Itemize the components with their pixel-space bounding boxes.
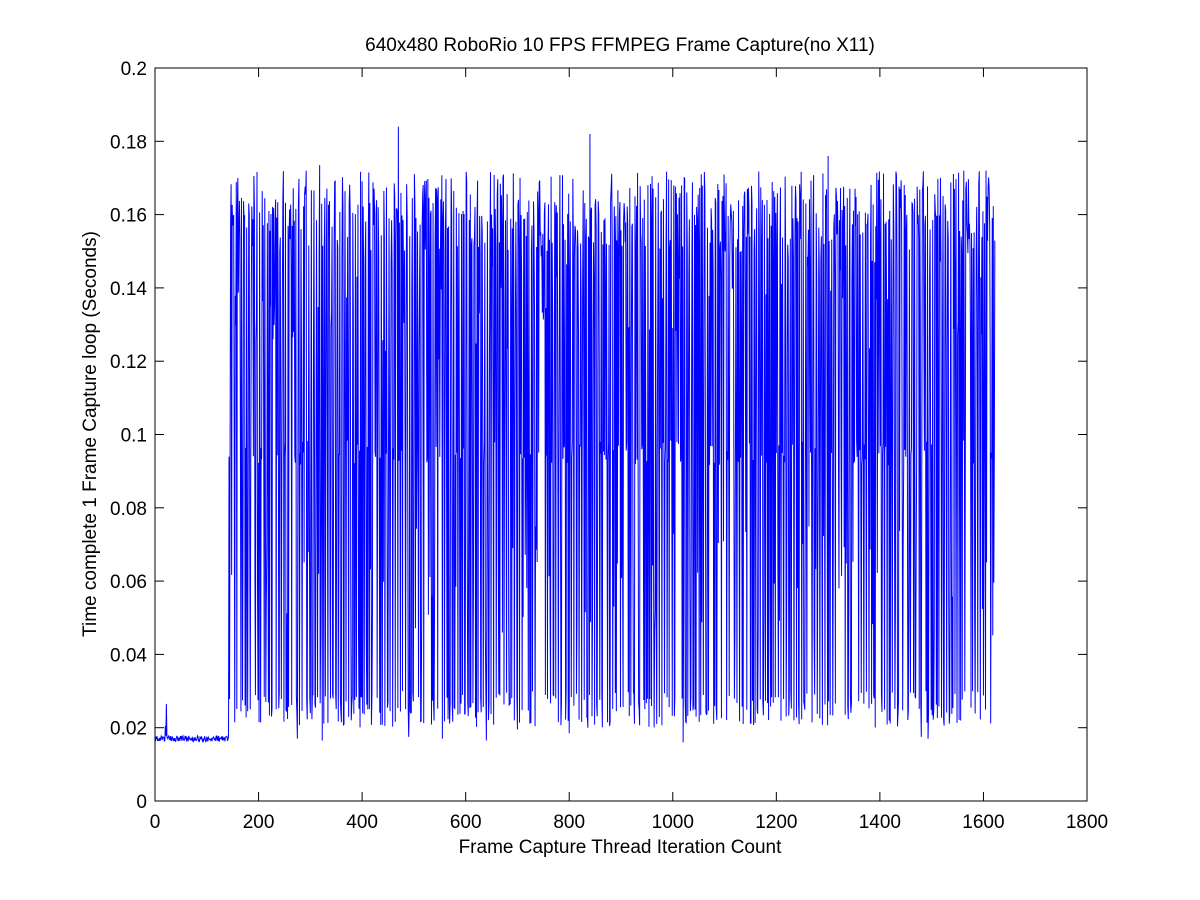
x-tick-label: 800 — [553, 812, 585, 833]
y-tick-label: 0.14 — [110, 279, 147, 300]
y-tick-label: 0.16 — [110, 206, 147, 227]
y-axis-label: Time complete 1 Frame Capture loop (Seco… — [80, 231, 101, 637]
x-tick-label: 1800 — [1066, 812, 1108, 833]
series-line — [155, 126, 996, 744]
x-tick-labels: 0 200 400 600 800 1000 1200 1400 1600 1800 — [150, 812, 1108, 833]
x-tick-label: 1000 — [652, 812, 694, 833]
y-tick-label: 0.18 — [110, 132, 147, 153]
x-tick-label: 1600 — [962, 812, 1004, 833]
y-tick-label: 0.02 — [110, 719, 147, 740]
x-axis-label: Frame Capture Thread Iteration Count — [459, 837, 783, 858]
x-tick-label: 1400 — [859, 812, 901, 833]
y-tick-label: 0.1 — [121, 426, 147, 447]
y-tick-labels: 0 0.02 0.04 0.06 0.08 0.1 0.12 0.14 0.16 0.18 0.2 — [110, 59, 147, 813]
y-tick-label: 0.2 — [121, 59, 147, 80]
chart-title: 640x480 RoboRio 10 FPS FFMPEG Frame Capt… — [365, 35, 875, 56]
y-tick-label: 0 — [136, 792, 147, 813]
x-tick-label: 1200 — [755, 812, 797, 833]
y-tick-label: 0.04 — [110, 645, 147, 666]
y-ticks — [155, 67, 1087, 802]
y-tick-label: 0.12 — [110, 352, 147, 373]
x-ticks — [154, 68, 1088, 801]
x-tick-label: 0 — [150, 812, 161, 833]
y-tick-label: 0.06 — [110, 572, 147, 593]
x-tick-label: 200 — [243, 812, 275, 833]
x-tick-label: 600 — [450, 812, 482, 833]
x-tick-label: 400 — [346, 812, 378, 833]
series-layer — [155, 126, 996, 744]
y-tick-label: 0.08 — [110, 499, 147, 520]
